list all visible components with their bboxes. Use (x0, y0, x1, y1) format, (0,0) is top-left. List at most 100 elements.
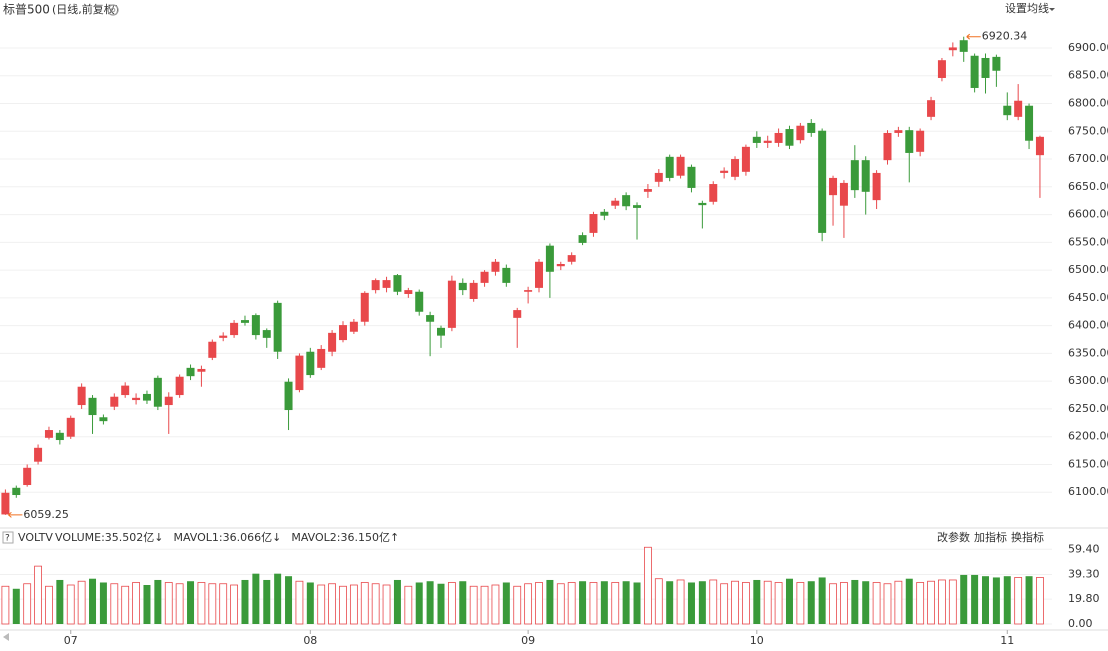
volume-bar (960, 574, 968, 624)
scroll-left[interactable] (3, 633, 9, 641)
volume-bar (709, 579, 718, 625)
indicator-value: MAVOL2:36.150亿↑ (291, 531, 399, 544)
candle-body (905, 130, 914, 153)
volume-bar (883, 583, 892, 625)
candle-body (720, 170, 729, 173)
volume-bar (666, 581, 674, 624)
candle-body (1, 492, 10, 515)
candle-body (502, 267, 511, 283)
candle-body (883, 132, 892, 161)
volume-bar (110, 583, 119, 625)
candle-body (262, 330, 271, 338)
candle-body (99, 417, 108, 422)
volume-bar (89, 578, 97, 624)
volume-bar (622, 581, 630, 624)
volume-bar (285, 576, 293, 624)
volume-bar (589, 582, 598, 625)
candle-body (371, 280, 380, 291)
x-tick-label: 10 (750, 634, 764, 647)
volume-bar (121, 585, 130, 625)
y-tick-label: 6550.00 (1068, 235, 1108, 248)
candle-body (186, 367, 195, 377)
help-box[interactable] (2, 531, 14, 544)
volume-bar (818, 577, 826, 624)
volume-bar (567, 582, 576, 625)
indicator-button[interactable]: 改参数 (937, 530, 970, 544)
indicator-button[interactable]: 换指标 (1011, 530, 1044, 544)
volume-bar (579, 581, 587, 624)
volume-bar (459, 581, 467, 624)
volume-bar (197, 582, 206, 625)
volume-bar (611, 582, 620, 625)
volume-bar (66, 584, 75, 625)
volume-bar (252, 573, 260, 624)
indicator-value: VOLUME:35.502亿↓ (55, 531, 163, 544)
volume-bar (644, 546, 652, 625)
y-tick-label: 6750.00 (1068, 124, 1108, 137)
volume-bar (241, 579, 249, 624)
candle-body (1003, 105, 1012, 116)
candle-body (970, 55, 979, 88)
y-tick-label: 6700.00 (1068, 152, 1108, 165)
volume-bar (382, 584, 391, 625)
candle-body (480, 271, 489, 283)
y-tick-label: 6850.00 (1068, 69, 1108, 82)
gear[interactable] (107, 4, 119, 16)
candle-body (1014, 100, 1023, 117)
volume-bar (851, 579, 859, 624)
y-tick-label: 39.30 (1068, 568, 1100, 581)
volume-bar (469, 585, 478, 625)
help[interactable]: ? (5, 534, 10, 544)
ma-setting-button[interactable]: 设置均线 (1005, 1, 1049, 15)
candle-body (132, 397, 141, 401)
volume-bar (77, 580, 86, 625)
candle-body (796, 125, 805, 141)
candle-body (55, 432, 64, 441)
candle-body (382, 280, 391, 288)
y-tick-label: 0.00 (1068, 617, 1093, 630)
candle-body (426, 315, 435, 322)
volume-bar (916, 582, 925, 625)
gear-center[interactable] (110, 7, 116, 13)
candle-body (284, 381, 293, 411)
volume-bar (753, 579, 761, 624)
indicator-button[interactable]: 加指标 (974, 530, 1007, 544)
volume-bar (306, 582, 314, 624)
annotation-high: 6920.34 (982, 30, 1028, 43)
volume-bar (230, 584, 238, 625)
candle-body (600, 211, 609, 216)
candle-body (404, 290, 413, 294)
candle-body (175, 376, 184, 396)
volume-bar (34, 565, 42, 625)
volume-bar (948, 579, 957, 625)
volume-bar (862, 581, 870, 624)
candle-body (142, 393, 151, 401)
candle-body (360, 292, 369, 322)
y-tick-label: 6800.00 (1068, 97, 1108, 110)
y-tick-label: 6350.00 (1068, 346, 1108, 359)
indicator-value: MAVOL1:36.066亿↓ (173, 531, 281, 544)
candle-body (578, 235, 587, 243)
candle-body (850, 160, 859, 191)
dropdown-arrow[interactable] (1049, 8, 1055, 11)
candle-body (110, 396, 119, 407)
candle-body (393, 275, 402, 292)
volume-bar (317, 584, 326, 625)
volume-bar (1025, 576, 1033, 624)
x-tick-label: 09 (521, 634, 535, 647)
candle-body (535, 261, 544, 288)
x-tick-label: 11 (1000, 634, 1014, 647)
volume-bar (1014, 577, 1023, 625)
candle-body (524, 290, 533, 292)
volume-bar (785, 578, 793, 624)
y-tick-label: 6900.00 (1068, 41, 1108, 54)
candle-body (611, 200, 620, 206)
candle-body (676, 156, 685, 176)
volume-bar (720, 583, 729, 625)
volume-bar (1003, 576, 1011, 624)
y-tick-label: 6450.00 (1068, 291, 1108, 304)
candle-body (447, 280, 456, 328)
settings-icon[interactable] (107, 4, 119, 16)
candle-body (752, 136, 761, 143)
candle-body (34, 447, 43, 462)
